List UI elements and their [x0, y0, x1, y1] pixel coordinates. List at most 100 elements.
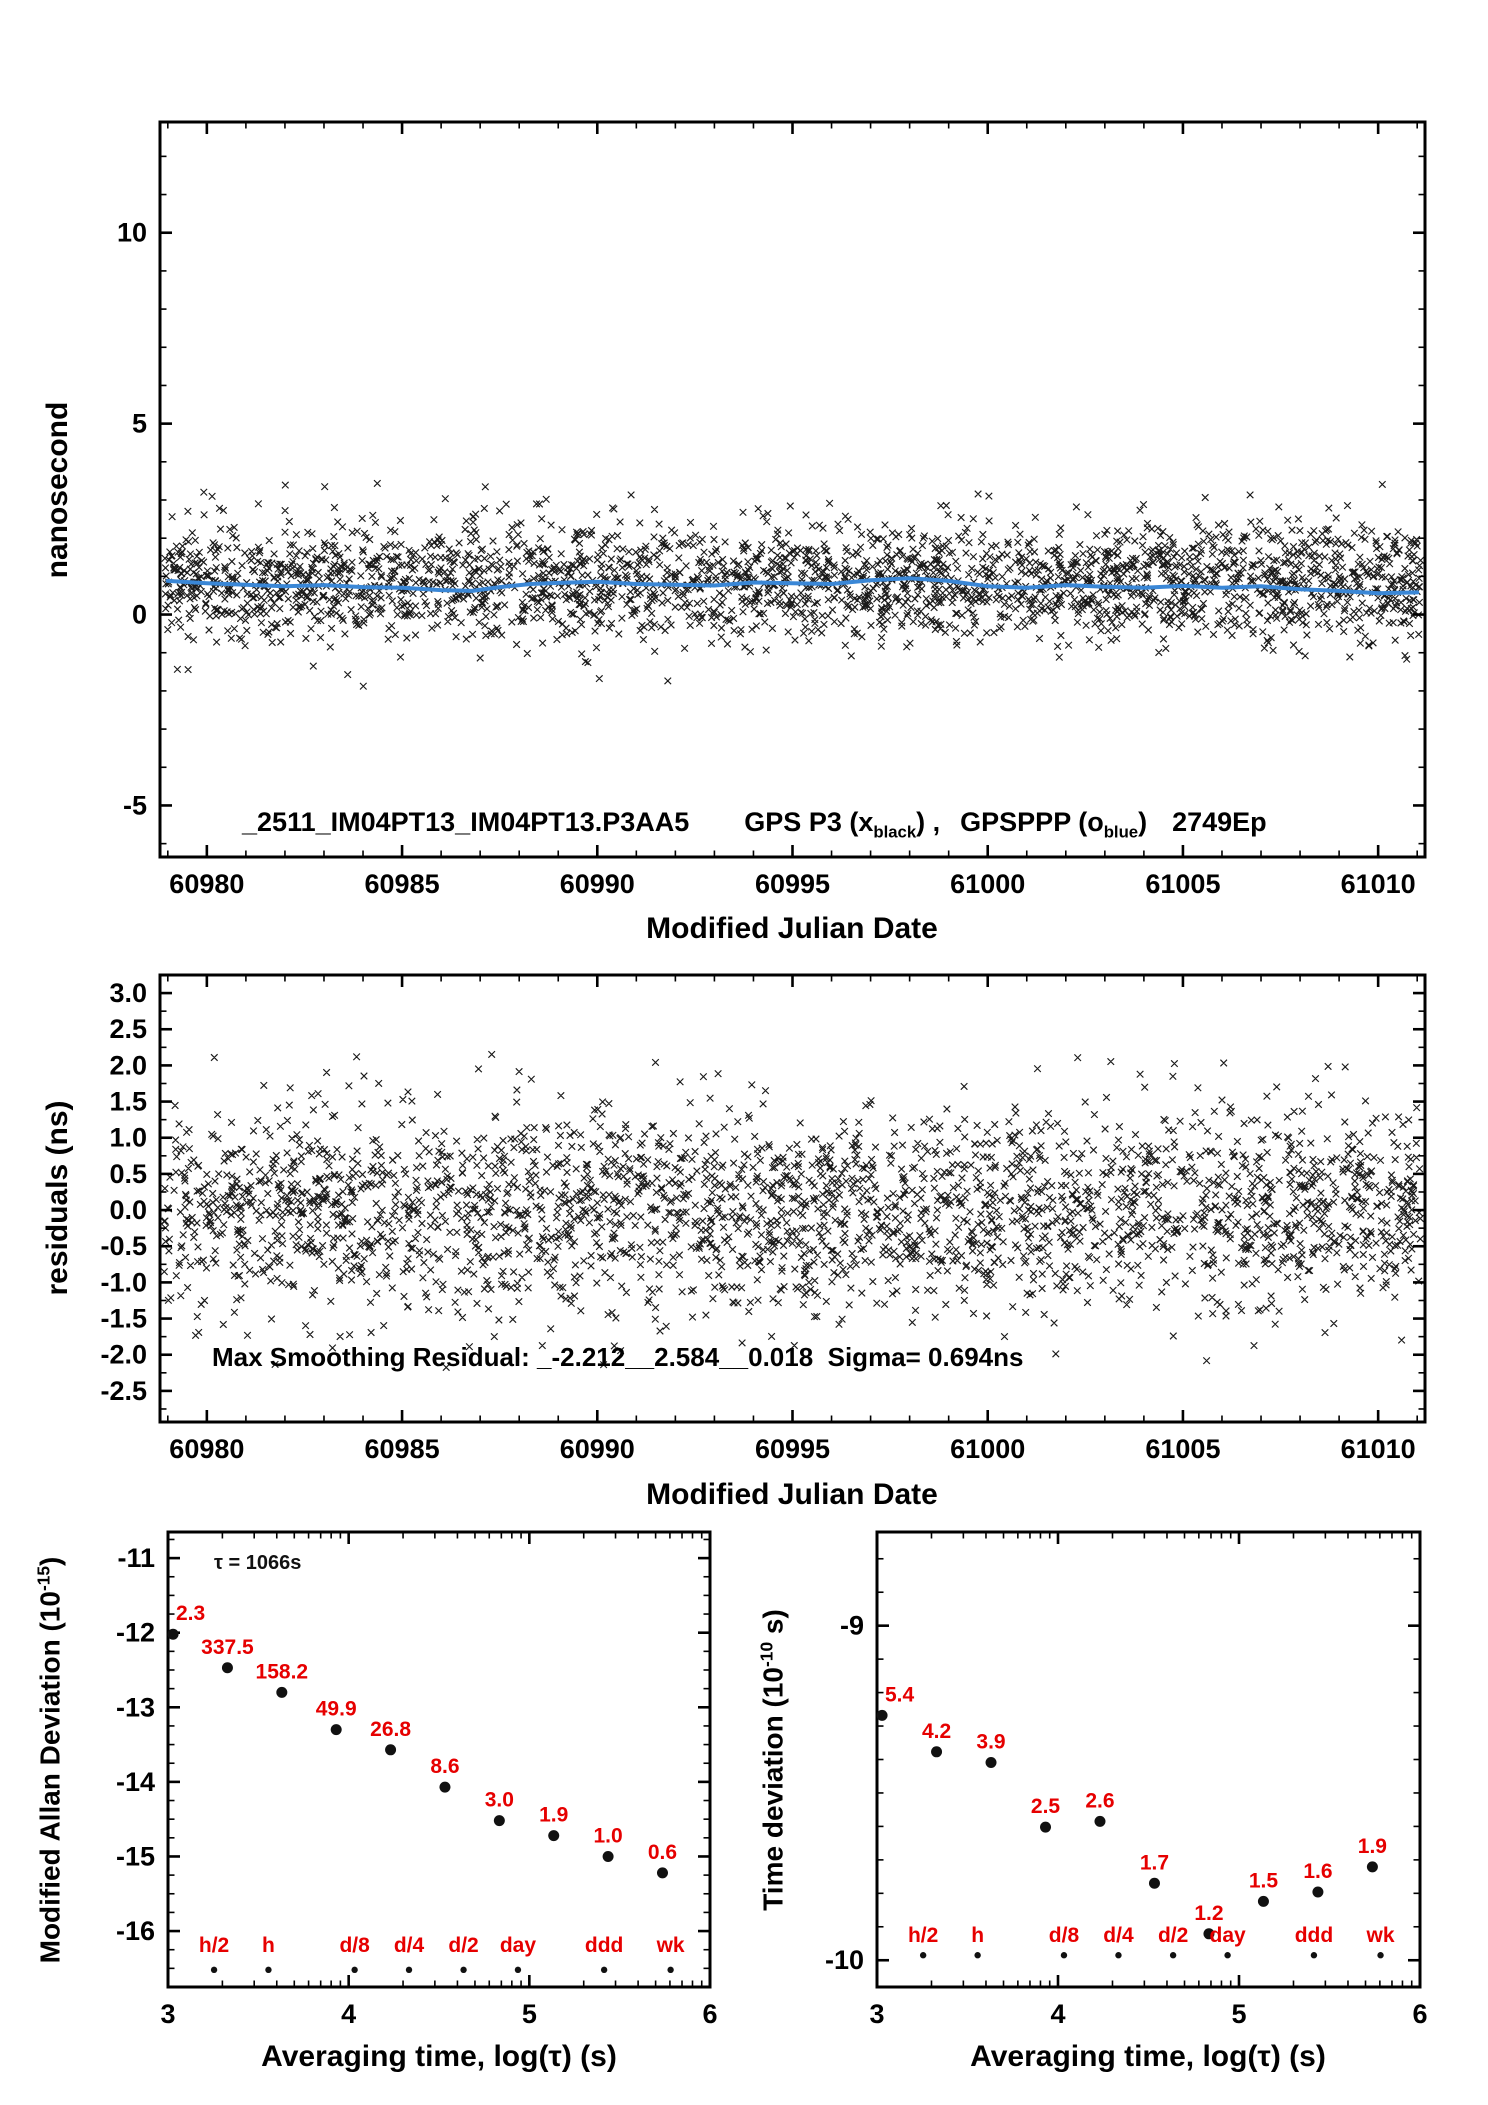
svg-text:wk: wk [656, 1934, 685, 1957]
svg-text:-12: -12 [116, 1618, 155, 1648]
svg-text:1.5: 1.5 [1249, 1869, 1279, 1892]
svg-text:0: 0 [132, 600, 147, 630]
svg-text:61005: 61005 [1145, 869, 1220, 899]
svg-text:-1.5: -1.5 [100, 1304, 147, 1334]
panel1-x-axis-title: Modified Julian Date [646, 912, 938, 945]
svg-text:1.0: 1.0 [109, 1123, 147, 1153]
annotation-series1: GPS P3 (xblack) , [744, 807, 940, 841]
svg-text:d/8: d/8 [339, 1934, 370, 1957]
svg-text:-2.5: -2.5 [100, 1376, 147, 1406]
panel3-y-title-prefix: Modified Allan Deviation (10 [34, 1591, 66, 1964]
svg-text:0.5: 0.5 [109, 1159, 147, 1189]
svg-text:3: 3 [160, 1999, 175, 2029]
svg-text:3.0: 3.0 [485, 1789, 514, 1812]
svg-text:2.3: 2.3 [176, 1602, 205, 1625]
panel2-annotation: Max Smoothing Residual: _-2.212__2.584__… [212, 1342, 1024, 1372]
svg-text:-13: -13 [116, 1692, 155, 1722]
svg-text:-2.0: -2.0 [100, 1340, 147, 1370]
svg-text:2.5: 2.5 [1031, 1795, 1061, 1818]
svg-text:61005: 61005 [1145, 1434, 1220, 1464]
svg-text:2.6: 2.6 [1085, 1789, 1114, 1812]
svg-text:d/8: d/8 [1049, 1924, 1080, 1947]
annotation-series1-prefix: GPS P3 (x [744, 807, 874, 837]
svg-text:4: 4 [1050, 1999, 1065, 2029]
svg-text:-14: -14 [116, 1767, 155, 1797]
svg-text:1.9: 1.9 [1358, 1835, 1387, 1858]
svg-text:-1.0: -1.0 [100, 1267, 147, 1297]
panel3-y-title-suffix: ) [34, 1556, 66, 1566]
svg-text:60990: 60990 [560, 1434, 635, 1464]
svg-text:-9: -9 [840, 1611, 864, 1641]
svg-text:60985: 60985 [365, 869, 440, 899]
svg-text:day: day [1210, 1924, 1247, 1947]
panel2-y-axis-title: residuals (ns) [41, 1100, 74, 1296]
svg-text:61000: 61000 [950, 869, 1025, 899]
svg-text:-15: -15 [116, 1841, 155, 1871]
svg-text:1.2: 1.2 [1194, 1902, 1223, 1925]
svg-text:1.7: 1.7 [1140, 1851, 1169, 1874]
svg-text:3: 3 [869, 1999, 884, 2029]
svg-text:-11: -11 [117, 1543, 155, 1573]
svg-text:h: h [262, 1934, 275, 1957]
panel3-tau-annotation: τ = 1066s [214, 1552, 302, 1574]
svg-text:60995: 60995 [755, 869, 830, 899]
panel2-x-axis-title: Modified Julian Date [646, 1478, 938, 1511]
svg-text:10: 10 [117, 218, 147, 248]
svg-text:d/4: d/4 [394, 1934, 425, 1957]
annotation-series2-sub: blue [1103, 822, 1139, 842]
svg-text:3.9: 3.9 [976, 1731, 1005, 1754]
svg-text:26.8: 26.8 [370, 1718, 411, 1741]
svg-text:49.9: 49.9 [316, 1698, 357, 1721]
panel3-x-axis-title: Averaging time, log(τ) (s) [261, 2040, 617, 2073]
svg-text:-10: -10 [825, 1945, 864, 1975]
annotation-series2-suffix: ) [1138, 807, 1148, 837]
annotation-station-id: _2511_IM04PT13_IM04PT13.P3AA5 [242, 807, 690, 837]
panel4-y-title-prefix: Time deviation (10 [757, 1666, 789, 1911]
svg-text:2.5: 2.5 [109, 1014, 147, 1044]
svg-text:60990: 60990 [560, 869, 635, 899]
svg-text:-16: -16 [116, 1916, 155, 1946]
svg-text:5: 5 [132, 409, 147, 439]
svg-text:2.0: 2.0 [109, 1050, 147, 1080]
svg-text:1.0: 1.0 [594, 1824, 623, 1847]
svg-text:60995: 60995 [755, 1434, 830, 1464]
svg-text:4: 4 [341, 1999, 356, 2029]
annotation-series2-prefix: GPSPPP (o [960, 807, 1104, 837]
svg-text:61010: 61010 [1341, 1434, 1416, 1464]
svg-text:h: h [971, 1924, 984, 1947]
svg-text:1.5: 1.5 [109, 1087, 147, 1117]
svg-text:5: 5 [1231, 1999, 1246, 2029]
panel4-y-title-suffix: s) [757, 1609, 789, 1642]
svg-text:0.0: 0.0 [109, 1195, 147, 1225]
panel4-y-axis-title: Time deviation (10-10 s) [756, 1609, 789, 1911]
svg-text:d/2: d/2 [1158, 1924, 1188, 1947]
svg-text:337.5: 337.5 [201, 1636, 254, 1659]
svg-text:8.6: 8.6 [430, 1755, 459, 1778]
svg-text:61010: 61010 [1341, 869, 1416, 899]
svg-text:3.0: 3.0 [109, 978, 147, 1008]
annotation-series2: GPSPPP (oblue) [960, 807, 1148, 841]
svg-text:60980: 60980 [169, 869, 244, 899]
panel1-y-axis-title: nanosecond [41, 401, 74, 579]
panel4-x-axis-title: Averaging time, log(τ) (s) [970, 2040, 1326, 2073]
svg-text:61000: 61000 [950, 1434, 1025, 1464]
annotation-series1-sub: black [873, 822, 917, 842]
svg-text:ddd: ddd [1295, 1924, 1333, 1947]
svg-text:-5: -5 [123, 790, 147, 820]
svg-text:d/2: d/2 [448, 1934, 478, 1957]
svg-text:1.6: 1.6 [1303, 1860, 1332, 1883]
svg-text:h/2: h/2 [908, 1924, 938, 1947]
panel1-annotation: _2511_IM04PT13_IM04PT13.P3AA5 GPS P3 (xbl… [212, 776, 1267, 873]
svg-text:1.9: 1.9 [539, 1804, 568, 1827]
svg-text:6: 6 [702, 1999, 717, 2029]
svg-text:5.4: 5.4 [885, 1683, 915, 1706]
svg-text:60980: 60980 [169, 1434, 244, 1464]
svg-text:h/2: h/2 [199, 1934, 229, 1957]
svg-text:day: day [500, 1934, 537, 1957]
svg-text:4.2: 4.2 [922, 1720, 951, 1743]
svg-text:wk: wk [1366, 1924, 1395, 1947]
panel3-y-axis-title: Modified Allan Deviation (10-15) [33, 1557, 66, 1964]
panel3-y-title-exponent: -15 [33, 1565, 54, 1592]
annotation-epoch-count: 2749Ep [1172, 807, 1267, 837]
